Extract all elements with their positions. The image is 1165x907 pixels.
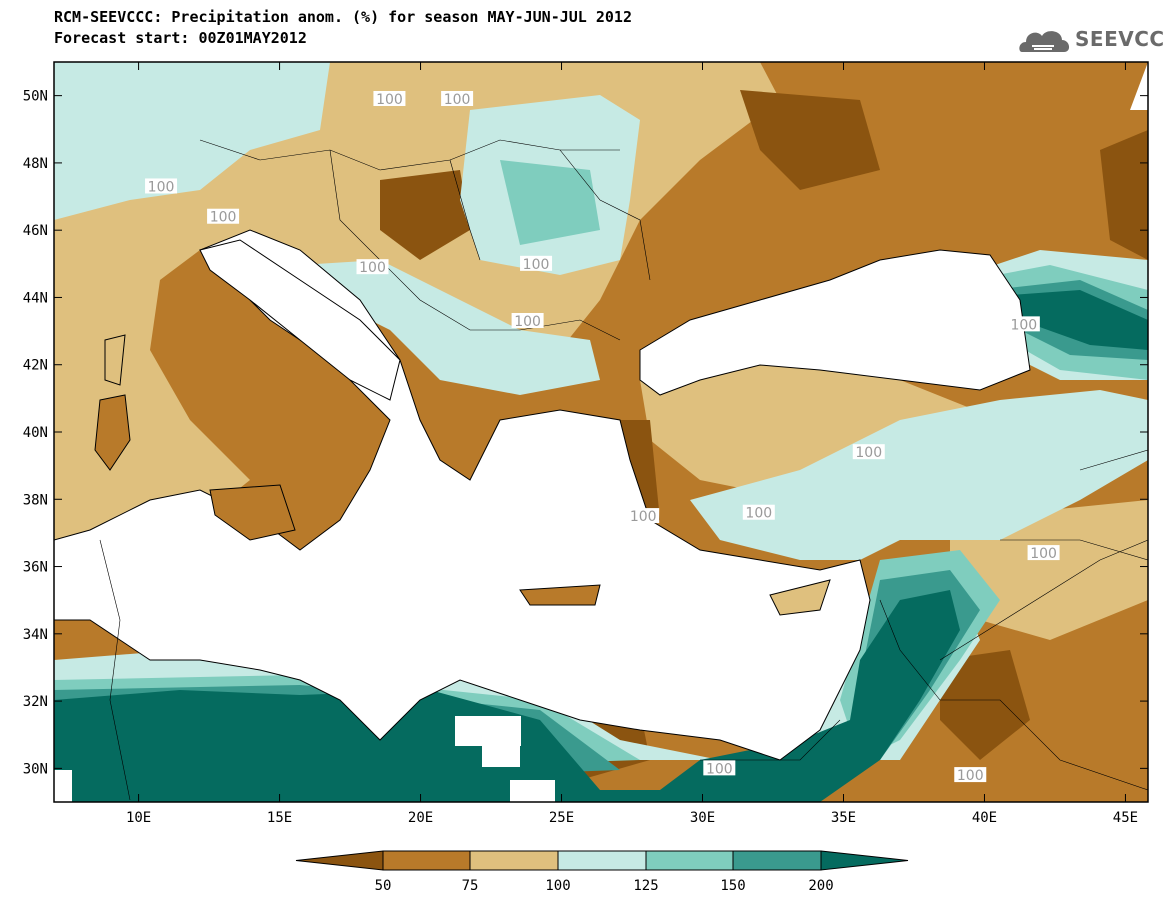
contour-label-bg	[356, 259, 389, 275]
contour-label-bg	[145, 178, 178, 194]
contour-label: 100	[630, 509, 657, 525]
seevccc-logo: SEEVCCC	[1075, 27, 1165, 51]
field-lightteal-anatolia	[690, 390, 1148, 560]
nodata-patch	[482, 745, 520, 767]
mediterranean-sea	[54, 229, 871, 761]
contour-label: 100	[359, 260, 386, 276]
colorbar-label: 50	[375, 878, 392, 894]
contour-label-bg	[852, 444, 885, 460]
cloud-icon	[1019, 31, 1070, 52]
field-lightteal-alps	[54, 62, 330, 220]
latitude-axis: 50N 48N 46N 44N 42N 40N 38N 36N 34N 32N 30N	[23, 89, 1148, 777]
contour-label: 100	[523, 257, 550, 273]
crete-island	[519, 584, 601, 606]
colorbar-segment	[732, 850, 822, 871]
contour-label: 100	[855, 445, 882, 461]
contour-label: 100	[745, 506, 772, 522]
lat-tick-label: 38N	[23, 492, 48, 508]
adriatic-sea	[199, 239, 401, 401]
colorbar-segment	[820, 850, 909, 871]
nodata-patch	[510, 780, 555, 802]
nodata-patch	[54, 770, 72, 802]
contour-label: 100	[376, 92, 403, 108]
sicily-island	[209, 484, 296, 541]
contour-label-bg	[703, 760, 736, 776]
lat-tick-label: 32N	[23, 694, 48, 710]
country-borders	[99, 139, 1148, 801]
lon-tick-label: 45E	[1113, 810, 1138, 826]
lat-tick-label: 42N	[23, 358, 48, 374]
lon-tick-label: 20E	[408, 810, 433, 826]
contour-label: 100	[514, 314, 541, 330]
sardinia-island	[94, 394, 131, 471]
colorbar-segment	[469, 850, 559, 871]
forecast-start-label: Forecast start: 00Z01MAY2012	[54, 29, 307, 47]
black-sea	[639, 249, 1031, 396]
colorbar-segment	[645, 850, 734, 871]
contour-label-bg	[511, 313, 544, 328]
lon-tick-label: 25E	[549, 810, 574, 826]
contour-label: 100	[148, 179, 175, 195]
longitude-axis: 10E 15E 20E 25E 30E 35E 40E 45E	[126, 62, 1138, 826]
colorbar-label: 100	[545, 878, 570, 894]
field-deepteal-2	[1010, 290, 1148, 350]
corsica-island	[104, 334, 126, 386]
contour-label-bg	[954, 767, 987, 783]
field-darkbrown-6	[380, 170, 470, 260]
field-darkbrown-2	[1100, 130, 1148, 260]
cyprus-island	[769, 579, 831, 616]
field-teal-1	[500, 160, 600, 245]
lon-tick-label: 35E	[831, 810, 856, 826]
lon-tick-label: 30E	[690, 810, 715, 826]
contour-label-bg	[520, 255, 553, 271]
contour-label: 100	[706, 761, 733, 777]
colorbar-label: 75	[462, 878, 479, 894]
contour-label-bg	[207, 208, 240, 224]
nodata-patch	[455, 716, 521, 746]
lat-tick-label: 34N	[23, 627, 48, 643]
field-deepteal-1	[54, 590, 960, 802]
contour-label-bg	[373, 91, 406, 106]
map-title: RCM-SEEVCCC: Precipitation anom. (%) for…	[54, 8, 632, 26]
contour-label-bg	[1027, 545, 1060, 561]
contour-labels: 100 100 100 100 100 100 100 100 100 100 100 100 100 1…	[145, 91, 1060, 784]
lon-tick-label: 40E	[972, 810, 997, 826]
contour-label-bg	[441, 91, 474, 106]
contour-label-bg	[1007, 316, 1040, 332]
contour-label-bg	[627, 508, 660, 524]
lat-tick-label: 48N	[23, 156, 48, 172]
lat-tick-label: 46N	[23, 223, 48, 239]
lat-tick-label: 36N	[23, 560, 48, 576]
colorbar-label: 200	[808, 878, 833, 894]
contour-label: 100	[1030, 546, 1057, 562]
caspian-sea-edge	[1130, 62, 1148, 110]
contour-label: 100	[957, 768, 984, 784]
contour-label-bg	[742, 504, 775, 520]
colorbar-segment	[557, 850, 647, 871]
colorbar-label: 125	[633, 878, 658, 894]
contour-label: 100	[1010, 317, 1037, 333]
lat-tick-label: 44N	[23, 290, 48, 306]
field-lightteal-balkan	[300, 260, 600, 395]
lat-tick-label: 50N	[23, 89, 48, 105]
contour-label: 100	[444, 92, 471, 108]
lat-tick-label: 30N	[23, 761, 48, 777]
colorbar-label: 150	[720, 878, 745, 894]
colorbar: 50 75 100 125 150 200	[295, 850, 909, 894]
field-darkbrown-3	[940, 650, 1030, 760]
colorbar-segment	[295, 850, 384, 871]
lon-tick-label: 10E	[126, 810, 151, 826]
lat-tick-label: 40N	[23, 425, 48, 441]
lon-tick-label: 15E	[267, 810, 292, 826]
field-darkbrown-1	[740, 90, 880, 190]
colorbar-segment	[382, 850, 471, 871]
contour-label: 100	[210, 210, 237, 226]
